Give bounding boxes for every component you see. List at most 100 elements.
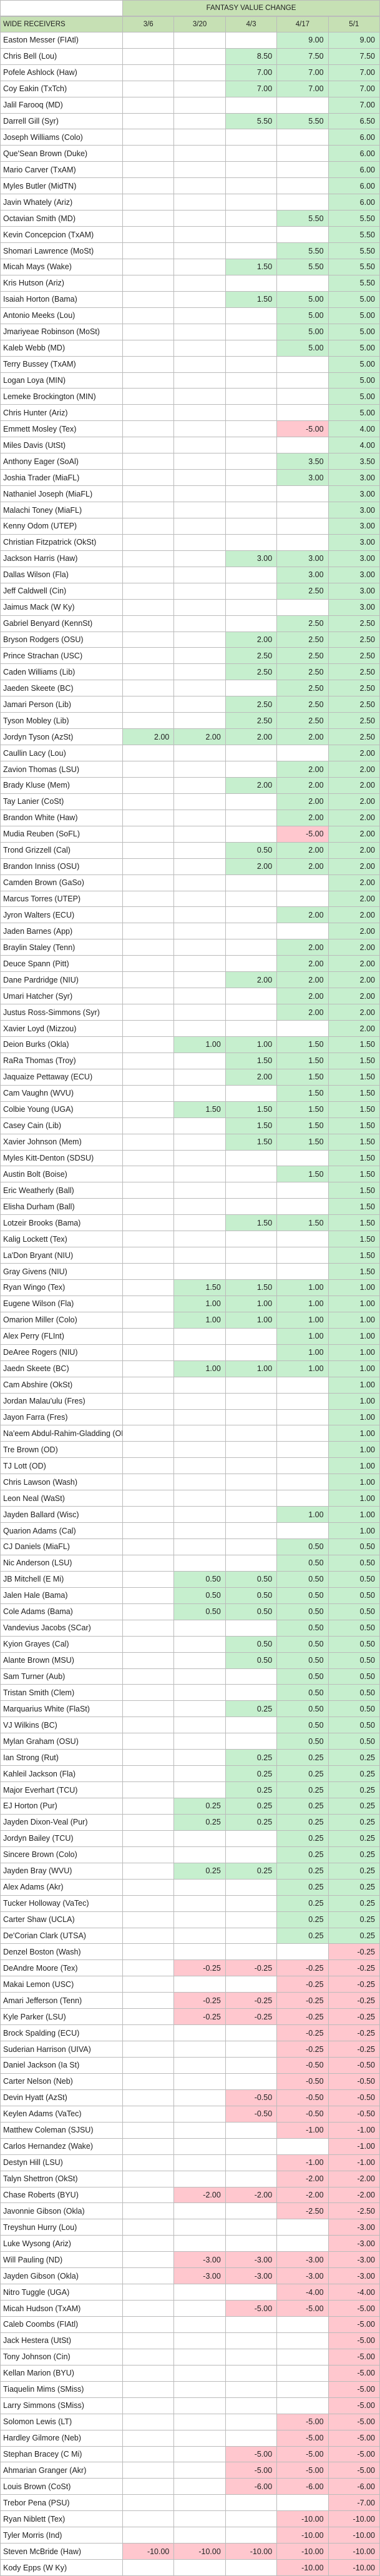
empty-cell: [123, 2154, 175, 2171]
value-cell: -5.00: [277, 826, 329, 843]
value-cell: 6.00: [328, 194, 380, 211]
empty-cell: [123, 1036, 175, 1053]
empty-cell: [174, 550, 226, 567]
value-cell: 1.50: [328, 1264, 380, 1281]
player-name: TJ Lott (OD): [0, 1458, 123, 1475]
empty-cell: [225, 405, 278, 422]
player-name: Gabriel Benyard (KennSt): [0, 615, 123, 632]
value-cell: -0.25: [277, 2025, 329, 2042]
empty-cell: [174, 1539, 226, 1555]
empty-cell: [174, 211, 226, 227]
value-cell: -1.00: [328, 2138, 380, 2155]
empty-cell: [277, 874, 329, 891]
empty-cell: [123, 2025, 175, 2042]
value-cell: -5.00: [277, 2301, 329, 2317]
value-cell: 0.50: [277, 1587, 329, 1604]
value-cell: 0.25: [277, 1798, 329, 1815]
player-name: Brady Kluse (Mem): [0, 777, 123, 794]
empty-cell: [225, 1231, 278, 1248]
value-cell: -10.00: [277, 2511, 329, 2528]
empty-cell: [123, 1085, 175, 1102]
player-name: Dallas Wilson (Fla): [0, 567, 123, 583]
empty-cell: [123, 1701, 175, 1718]
player-name: Destyn Hill (LSU): [0, 2154, 123, 2171]
player-name: CJ Daniels (MiaFL): [0, 1539, 123, 1555]
empty-cell: [123, 2430, 175, 2447]
value-cell: 0.25: [225, 1798, 278, 1815]
value-cell: -10.00: [123, 2544, 175, 2560]
empty-cell: [123, 988, 175, 1005]
value-cell: 3.00: [328, 534, 380, 551]
value-cell: 2.00: [328, 923, 380, 940]
value-cell: -0.25: [328, 2025, 380, 2042]
empty-cell: [123, 874, 175, 891]
player-name: Stephan Bracey (C Mi): [0, 2446, 123, 2463]
value-cell: 0.50: [328, 1668, 380, 1685]
empty-cell: [277, 356, 329, 373]
value-cell: 1.00: [328, 1360, 380, 1377]
empty-cell: [277, 534, 329, 551]
value-cell: 3.50: [328, 453, 380, 470]
empty-cell: [174, 1085, 226, 1102]
value-cell: 1.00: [277, 1360, 329, 1377]
player-name: Joshia Trader (MiaFL): [0, 470, 123, 487]
empty-cell: [123, 2365, 175, 2382]
player-name: Casey Cain (Lib): [0, 1117, 123, 1134]
value-cell: -5.00: [328, 2381, 380, 2398]
empty-cell: [123, 761, 175, 778]
empty-cell: [174, 372, 226, 389]
empty-cell: [123, 648, 175, 665]
empty-cell: [123, 275, 175, 292]
value-cell: 1.50: [277, 1166, 329, 1183]
empty-cell: [174, 1004, 226, 1021]
player-name: Umari Hatcher (Syr): [0, 988, 123, 1005]
value-cell: 1.00: [328, 1280, 380, 1296]
empty-cell: [123, 842, 175, 859]
value-cell: 0.50: [277, 1620, 329, 1637]
value-cell: 2.00: [328, 891, 380, 908]
empty-cell: [225, 1490, 278, 1507]
empty-cell: [174, 1830, 226, 1847]
empty-cell: [174, 162, 226, 179]
player-name: Kahleil Jackson (Fla): [0, 1766, 123, 1783]
value-cell: 5.50: [328, 227, 380, 244]
value-cell: 7.00: [328, 64, 380, 81]
value-cell: 2.50: [328, 680, 380, 697]
empty-cell: [174, 97, 226, 114]
empty-cell: [174, 1976, 226, 1993]
empty-cell: [225, 389, 278, 405]
empty-cell: [277, 1944, 329, 1961]
empty-cell: [123, 2317, 175, 2333]
player-name: Jaeden Skeete (BC): [0, 680, 123, 697]
empty-cell: [174, 1507, 226, 1523]
empty-cell: [123, 810, 175, 826]
empty-cell: [225, 486, 278, 503]
value-cell: 0.50: [277, 1733, 329, 1750]
empty-cell: [123, 1004, 175, 1021]
value-cell: 2.50: [277, 664, 329, 681]
value-cell: -5.00: [328, 2332, 380, 2349]
empty-cell: [123, 826, 175, 843]
player-name: Gray Givens (NIU): [0, 1264, 123, 1281]
empty-cell: [174, 1928, 226, 1944]
player-name: Myles Kitt-Denton (SDSU): [0, 1150, 123, 1167]
empty-cell: [123, 777, 175, 794]
value-cell: 2.00: [328, 810, 380, 826]
player-name: Malachi Toney (MiaFL): [0, 502, 123, 518]
value-cell: 5.00: [277, 307, 329, 324]
empty-cell: [225, 599, 278, 616]
value-cell: 1.50: [328, 1231, 380, 1248]
value-cell: 2.50: [225, 648, 278, 665]
empty-cell: [174, 2381, 226, 2398]
empty-cell: [225, 1377, 278, 1394]
empty-cell: [123, 793, 175, 810]
player-name: Dane Pardridge (NIU): [0, 972, 123, 989]
value-cell: 1.50: [225, 291, 278, 308]
player-name: Javonnie Gibson (Okla): [0, 2203, 123, 2220]
empty-cell: [174, 1182, 226, 1199]
player-name: Deuce Spann (Pitt): [0, 956, 123, 973]
value-cell: 3.00: [328, 502, 380, 518]
value-cell: 7.00: [277, 64, 329, 81]
value-cell: 0.25: [225, 1863, 278, 1880]
value-cell: -0.25: [277, 1993, 329, 2009]
